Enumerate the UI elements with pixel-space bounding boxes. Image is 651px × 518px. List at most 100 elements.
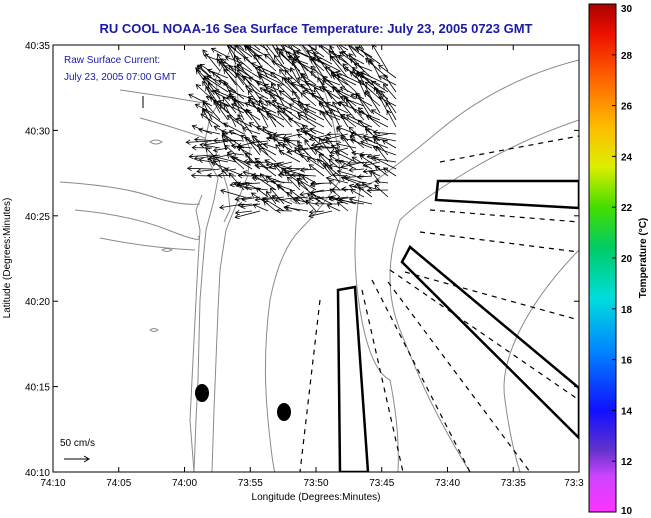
current-vector-head: [365, 89, 370, 96]
current-vector-head: [254, 163, 260, 169]
current-vector: [322, 75, 341, 93]
current-vector: [235, 72, 253, 93]
current-vector: [266, 191, 277, 205]
current-vector-head: [208, 156, 214, 162]
current-vector-head: [201, 107, 207, 114]
current-vector-head: [304, 130, 310, 136]
current-vector-head: [343, 67, 349, 73]
current-vector-head: [354, 38, 358, 43]
current-vector-head: [216, 58, 222, 64]
current-vector: [228, 172, 245, 191]
current-vector-head: [265, 175, 271, 181]
current-vector: [265, 45, 277, 58]
current-vector-head: [191, 144, 197, 151]
current-vector-head: [383, 167, 389, 173]
current-vector: [324, 163, 341, 184]
current-vector-head: [237, 172, 243, 179]
current-vector: [272, 100, 301, 114]
current-vector-head: [230, 143, 236, 149]
current-vector: [319, 103, 341, 114]
current-vector-head: [383, 73, 389, 80]
current-vector-head: [207, 82, 213, 88]
x-tick-label: 74:00: [172, 478, 197, 489]
current-vector: [257, 144, 277, 156]
current-vector-head: [262, 197, 268, 203]
colorbar-tick-label: 10: [621, 506, 633, 517]
current-vector: [309, 196, 325, 200]
current-vector: [290, 67, 301, 86]
current-vector-head: [265, 161, 271, 168]
current-vector-head: [188, 153, 194, 160]
current-vector: [228, 90, 253, 100]
current-vector: [236, 57, 253, 72]
current-vector: [328, 51, 349, 65]
current-vector: [309, 210, 325, 213]
current-vector-head: [268, 101, 274, 107]
current-vector-head: [299, 191, 305, 197]
current-vector-head: [292, 197, 298, 203]
current-vector-head: [237, 114, 243, 120]
current-vector: [249, 122, 269, 135]
current-vector: [355, 92, 373, 114]
scale-arrow: [64, 455, 90, 463]
current-vector-head: [374, 179, 380, 185]
current-vector-head: [306, 157, 313, 163]
colorbar-tick-label: 28: [621, 51, 633, 62]
current-vector-head: [209, 96, 215, 102]
current-vector: [386, 110, 397, 128]
current-vector: [329, 56, 349, 79]
current-vector-head: [236, 64, 242, 70]
current-vector-head: [242, 170, 248, 176]
current-vector: [237, 63, 261, 79]
current-vector: [287, 176, 301, 191]
current-vector: [329, 179, 341, 191]
current-vector: [237, 114, 253, 135]
current-vector-head: [360, 72, 366, 79]
current-vector: [335, 160, 349, 163]
current-vector-head: [244, 101, 250, 107]
current-vector-head: [297, 133, 303, 139]
current-vector-head: [251, 101, 257, 107]
current-vector-head: [299, 152, 305, 159]
current-vector-head: [245, 160, 251, 166]
current-vector-head: [278, 150, 284, 155]
current-vector-head: [226, 115, 232, 121]
current-vector: [348, 126, 365, 142]
current-vector-head: [196, 65, 202, 71]
current-vector-head: [341, 186, 347, 192]
current-vector: [253, 204, 269, 212]
current-vector-head: [348, 126, 354, 132]
current-vector: [266, 113, 285, 128]
current-vector-head: [202, 77, 208, 83]
current-vector: [241, 196, 261, 201]
current-vector: [301, 45, 317, 65]
current-vector-head: [351, 150, 357, 156]
current-vector-head: [202, 99, 208, 106]
current-vector: [220, 189, 245, 198]
current-vector-head: [340, 134, 346, 140]
current-vector: [202, 49, 221, 72]
current-vector-head: [348, 53, 354, 59]
current-vector: [269, 161, 293, 168]
current-vector: [255, 196, 277, 201]
current-vector-head: [385, 101, 391, 108]
current-vector-head: [361, 181, 367, 187]
current-vector-head: [353, 183, 359, 189]
current-vector-head: [212, 159, 219, 166]
current-vector-head: [370, 80, 377, 86]
current-vector-head: [270, 178, 276, 185]
current-vector-head: [316, 158, 323, 164]
current-vector-head: [322, 136, 328, 142]
current-vector: [309, 45, 317, 58]
current-vector-head: [296, 112, 303, 118]
current-vector: [297, 133, 309, 142]
current-vector: [374, 184, 389, 198]
current-vector-head: [228, 129, 235, 135]
current-vector: [252, 135, 269, 156]
current-vector: [352, 68, 365, 93]
current-vector: [319, 45, 325, 51]
colorbar-tick-label: 16: [621, 356, 633, 367]
current-vector-head: [374, 184, 380, 190]
current-vector-head: [314, 201, 320, 207]
current-vector: [268, 90, 293, 107]
